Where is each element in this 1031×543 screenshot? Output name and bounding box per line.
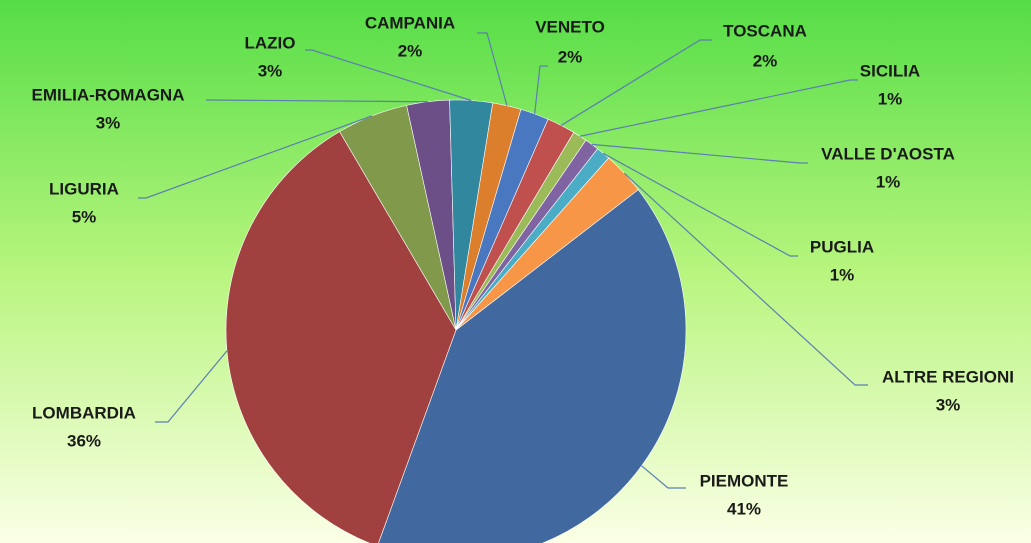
- slice-label: VENETO: [535, 17, 605, 36]
- leader-line: [305, 49, 472, 102]
- slice-value-label: 3%: [96, 113, 121, 132]
- slice-value-label: 2%: [753, 51, 778, 70]
- slice-label: CAMPANIA: [365, 13, 455, 32]
- leader-line: [579, 79, 858, 137]
- slice-value-label: 3%: [936, 395, 961, 414]
- slice-label: EMILIA-ROMAGNA: [32, 85, 185, 104]
- slice-value-label: 3%: [258, 61, 283, 80]
- slice-label: VALLE D'AOSTA: [821, 144, 955, 163]
- slice-value-label: 1%: [878, 89, 903, 108]
- slice-label: ALTRE REGIONI: [882, 367, 1014, 386]
- slice-label: LIGURIA: [49, 179, 119, 198]
- pie-slice: [225, 131, 457, 543]
- slice-label: PIEMONTE: [700, 471, 789, 490]
- slice-value-label: 2%: [558, 47, 583, 66]
- pie-slice: [378, 189, 687, 543]
- leader-line: [591, 143, 808, 164]
- leader-line: [138, 115, 373, 199]
- leader-line: [602, 152, 798, 257]
- slice-value-label: 1%: [876, 172, 901, 191]
- slice-label: PUGLIA: [810, 237, 874, 256]
- slice-value-label: 1%: [830, 265, 855, 284]
- slice-label: LAZIO: [245, 33, 296, 52]
- slice-label: SICILIA: [860, 61, 920, 80]
- leader-line: [560, 39, 712, 126]
- slice-value-label: 5%: [72, 207, 97, 226]
- slice-label: LOMBARDIA: [32, 403, 136, 422]
- leader-line: [206, 99, 428, 103]
- leader-line: [155, 350, 228, 423]
- slice-value-label: 36%: [67, 431, 101, 450]
- leader-line: [534, 65, 548, 114]
- slice-label: TOSCANA: [723, 21, 807, 40]
- slice-value-label: 2%: [398, 41, 423, 60]
- leader-line: [477, 32, 508, 106]
- slice-value-label: 41%: [727, 499, 761, 518]
- leader-line: [641, 465, 686, 489]
- leader-line: [623, 172, 868, 386]
